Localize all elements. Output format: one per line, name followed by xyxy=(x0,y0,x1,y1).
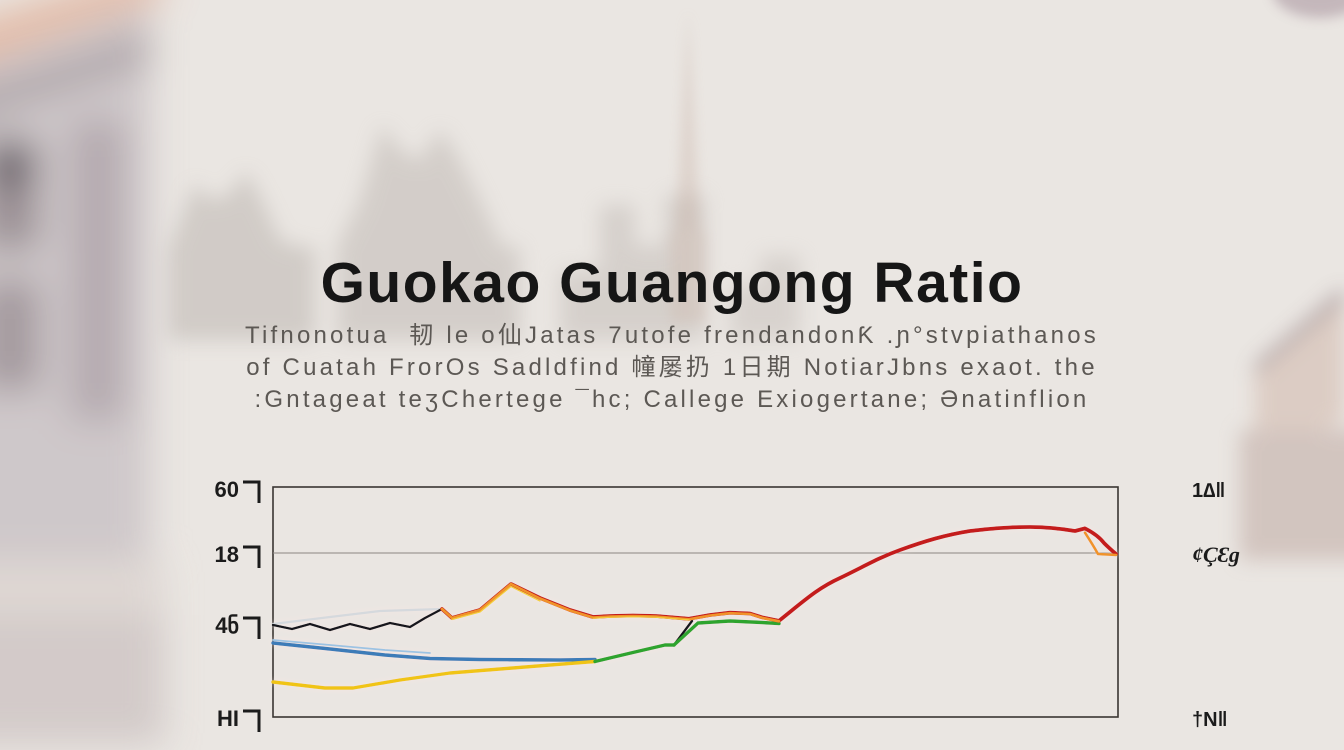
svg-text:1∆‖: 1∆‖ xyxy=(1192,480,1225,502)
svg-text:¢ÇƐɡ: ¢ÇƐɡ xyxy=(1192,542,1240,567)
svg-text:†N‖: †N‖ xyxy=(1192,709,1228,731)
svg-text:4ნ: 4ნ xyxy=(215,613,239,638)
svg-text:60: 60 xyxy=(215,477,239,502)
svg-text:18: 18 xyxy=(215,542,239,567)
svg-text:HI: HI xyxy=(217,706,239,731)
